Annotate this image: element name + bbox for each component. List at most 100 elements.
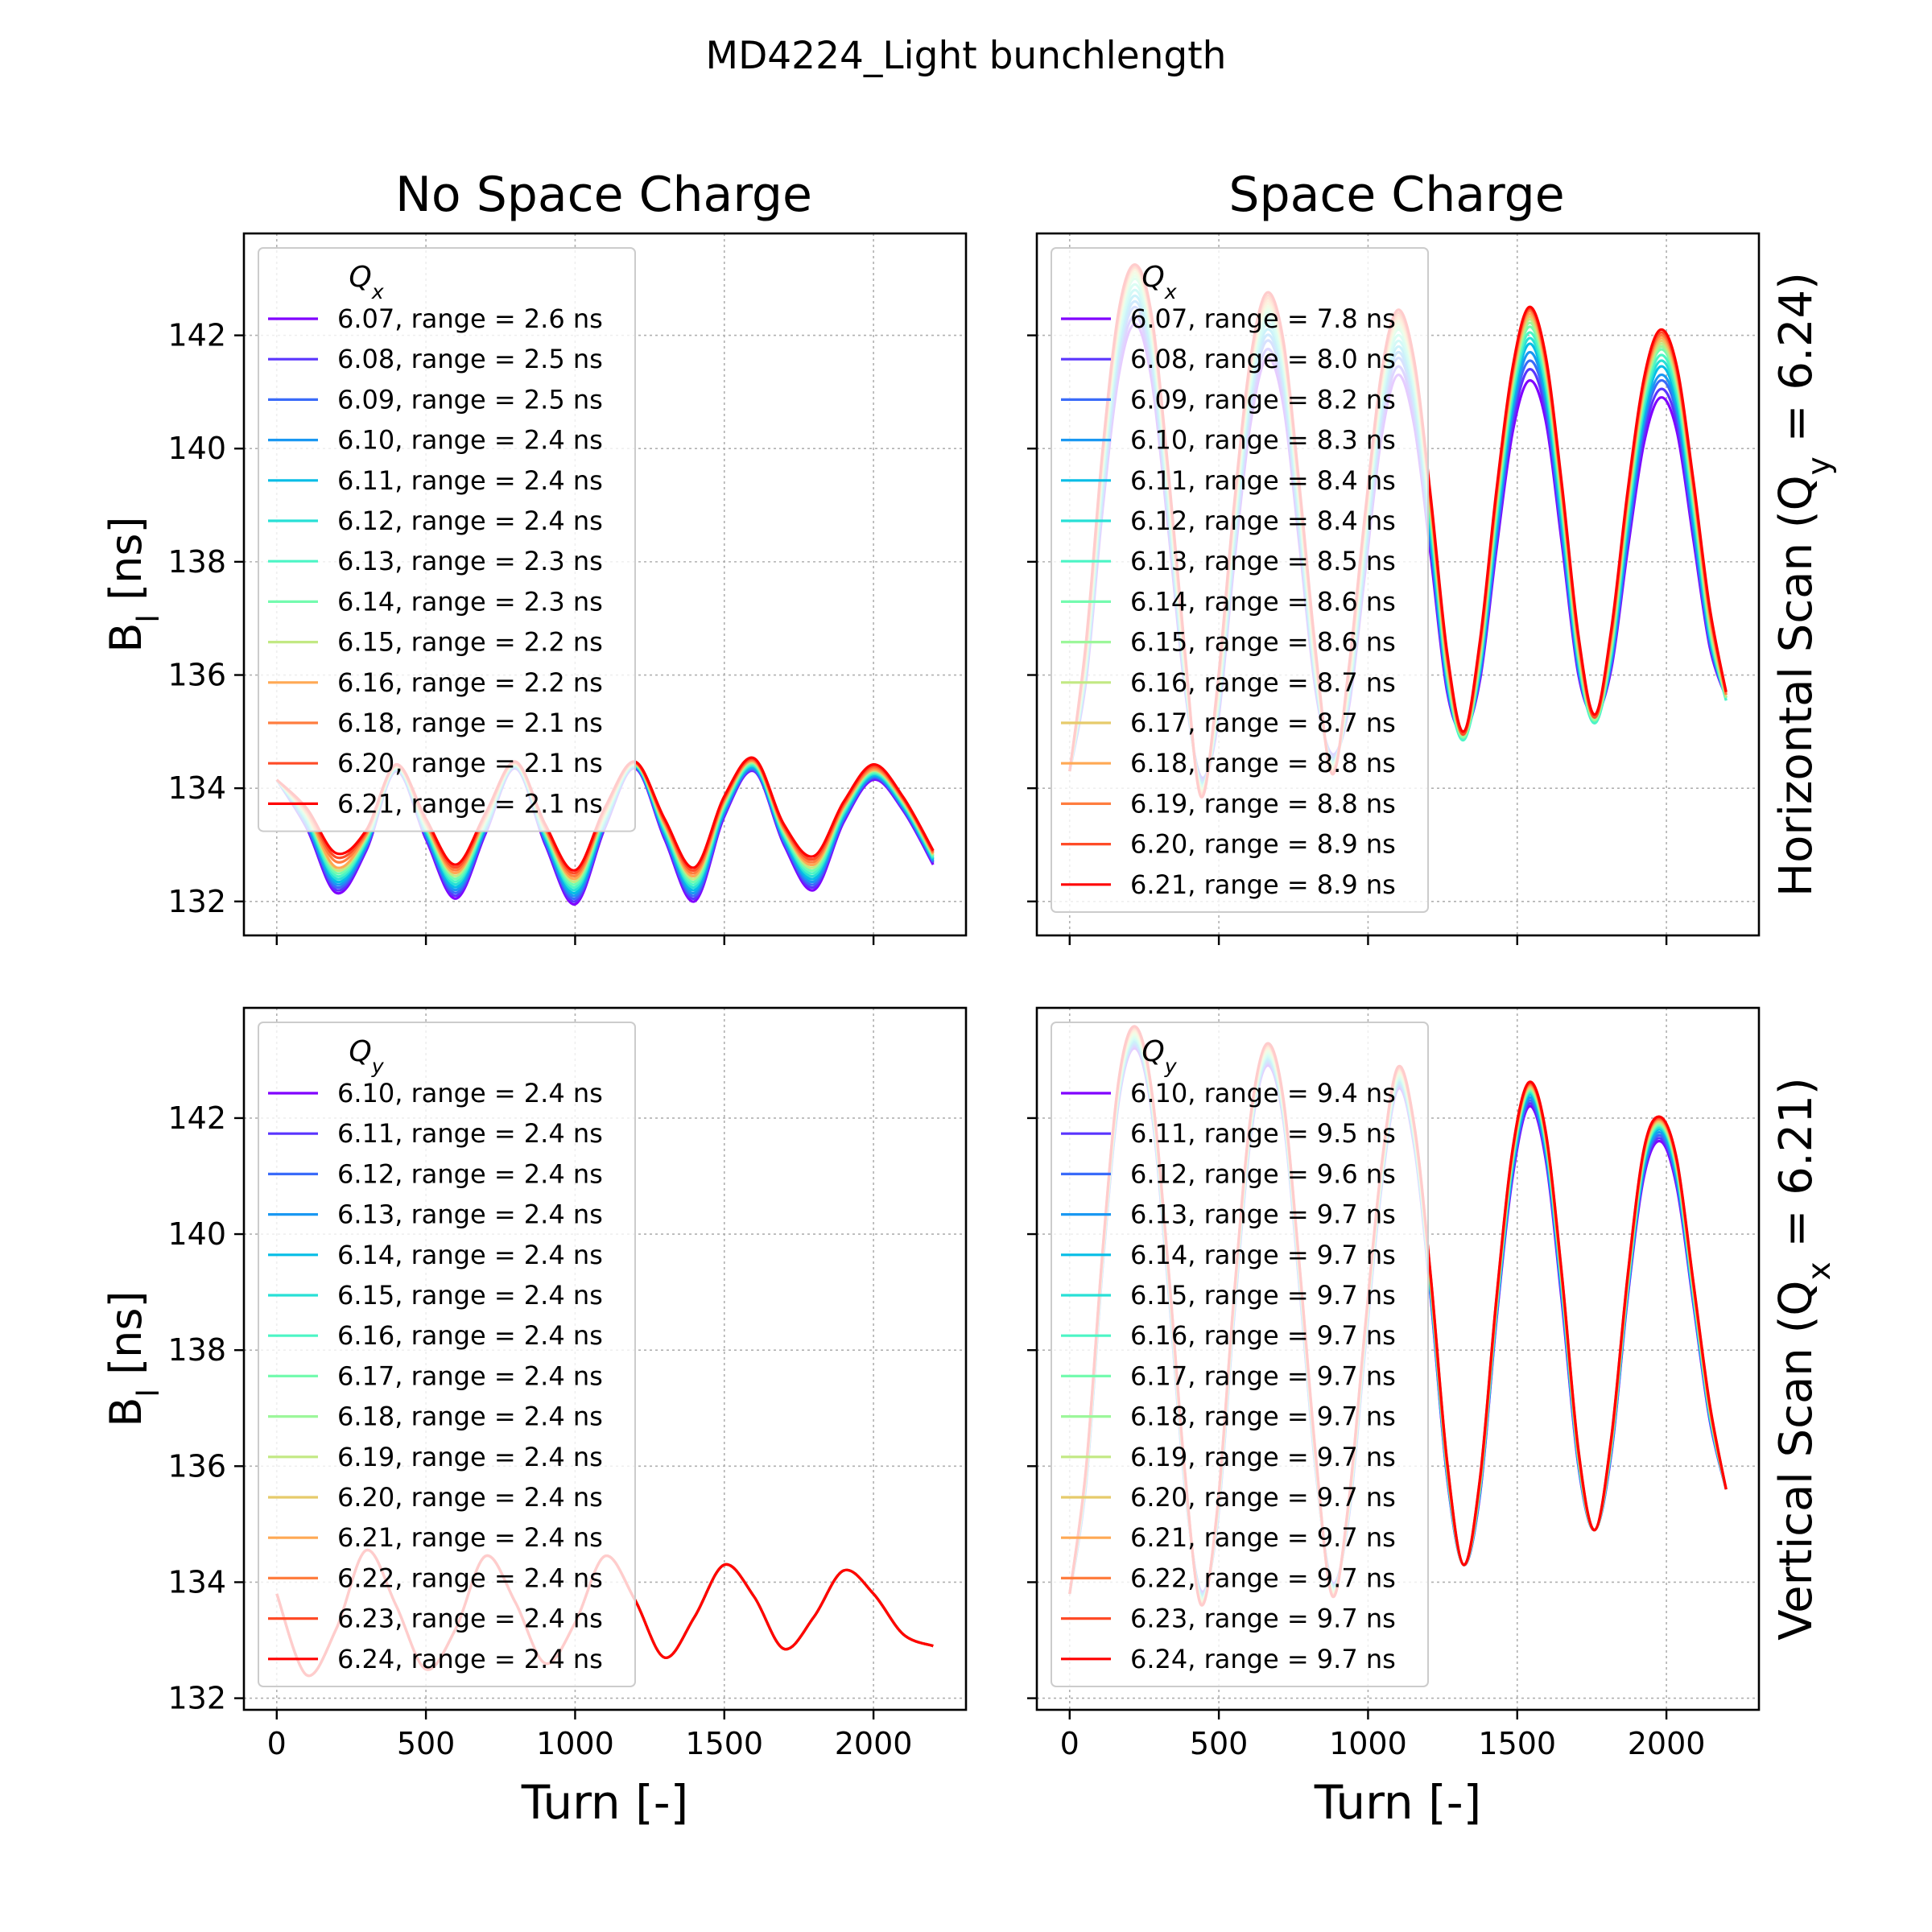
legend-entry: 6.16, range = 9.7 ns <box>1130 1320 1396 1351</box>
y-tick-label: 134 <box>167 770 226 806</box>
legend-entry: 6.07, range = 2.6 ns <box>337 303 603 334</box>
axes-frame <box>242 232 968 937</box>
legend-entry: 6.19, range = 8.8 ns <box>1130 788 1396 819</box>
legend-entry: 6.22, range = 9.7 ns <box>1130 1563 1396 1593</box>
legend: Qy6.10, range = 9.4 ns 6.11, range = 9.5 … <box>1051 1022 1429 1687</box>
legend-entry: 6.23, range = 9.7 ns <box>1130 1604 1396 1634</box>
legend-entry: 6.15, range = 8.6 ns <box>1130 627 1396 658</box>
legend-entry: 6.09, range = 8.2 ns <box>1130 384 1396 415</box>
legend-entry: 6.21, range = 9.7 ns <box>1130 1522 1396 1553</box>
row-labels: Horizontal Scan (Qy = 6.24) Vertical Scan… <box>1770 272 1838 1641</box>
legend-entry: 6.12, range = 8.4 ns <box>1130 506 1396 536</box>
legend-entry: 6.12, range = 2.4 ns <box>337 506 603 536</box>
legend-entry: 6.19, range = 9.7 ns <box>1130 1442 1396 1472</box>
x-tick-label: 1500 <box>685 1726 763 1761</box>
x-tick-label: 0 <box>1060 1726 1080 1761</box>
legend-entry: 6.10, range = 9.4 ns <box>1130 1078 1396 1108</box>
y-tick-label: 132 <box>167 884 226 919</box>
legend-entry: 6.10, range = 8.3 ns <box>1130 425 1396 456</box>
y-tick-label: 142 <box>167 1100 226 1136</box>
legend-title: Qx <box>1141 261 1177 303</box>
y-tick-label: 140 <box>167 431 226 466</box>
legend-entry: 6.14, range = 8.6 ns <box>1130 586 1396 617</box>
legend-entry: 6.24, range = 9.7 ns <box>1130 1644 1396 1674</box>
legend-entry: 6.14, range = 2.4 ns <box>337 1240 603 1270</box>
legend-entry: 6.11, range = 2.4 ns <box>337 465 603 496</box>
legend-entry: 6.22, range = 2.4 ns <box>337 1563 603 1593</box>
panel-1: 132 134 136 138 140 142 Bl [ns] Qx6.07, range =… <box>101 232 968 945</box>
x-axis-label: Turn [-] <box>1314 1775 1482 1830</box>
legend-entry: 6.10, range = 2.4 ns <box>337 1078 603 1108</box>
legend-entry: 6.11, range = 8.4 ns <box>1130 465 1396 496</box>
x-tick-label: 1000 <box>1329 1726 1407 1761</box>
legend-box <box>258 247 636 832</box>
x-tick-label: 2000 <box>1628 1726 1706 1761</box>
legend-entry: 6.15, range = 2.4 ns <box>337 1280 603 1311</box>
legend: Qx6.07, range = 7.8 ns 6.08, range = 8.0 … <box>1051 247 1429 913</box>
legend-title: Qx <box>349 261 384 303</box>
legend-entry: 6.23, range = 2.4 ns <box>337 1604 603 1634</box>
y-tick-label: 138 <box>167 1332 226 1368</box>
legend-entry: 6.13, range = 9.7 ns <box>1130 1199 1396 1230</box>
legend-entry: 6.20, range = 9.7 ns <box>1130 1482 1396 1513</box>
legend-entry: 6.09, range = 2.5 ns <box>337 384 603 415</box>
legend-entry: 6.21, range = 2.1 ns <box>337 788 603 819</box>
legend-entry: 6.16, range = 2.2 ns <box>337 667 603 698</box>
legend-entry: 6.18, range = 2.1 ns <box>337 708 603 738</box>
axes-frame <box>1035 232 1761 937</box>
x-tick-label: 2000 <box>835 1726 913 1761</box>
x-tick-label: 1500 <box>1478 1726 1556 1761</box>
row-label-horizontal-scan: Horizontal Scan (Qy = 6.24) <box>1770 272 1838 897</box>
legend-entry: 6.17, range = 9.7 ns <box>1130 1360 1396 1391</box>
panel-2: Qx6.07, range = 7.8 ns 6.08, range = 8.0 … <box>1027 232 1761 945</box>
legend-entry: 6.15, range = 9.7 ns <box>1130 1280 1396 1311</box>
legend-entry: 6.10, range = 2.4 ns <box>337 425 603 456</box>
legend: Qx6.07, range = 2.6 ns 6.08, range = 2.5 … <box>258 247 636 832</box>
legend: Qy6.10, range = 2.4 ns 6.11, range = 2.4 … <box>258 1022 636 1687</box>
legend-entry: 6.14, range = 2.3 ns <box>337 586 603 617</box>
legend-entry: 6.20, range = 8.9 ns <box>1130 829 1396 860</box>
legend-box <box>1051 1022 1429 1687</box>
legend-entry: 6.08, range = 2.5 ns <box>337 344 603 374</box>
x-tick-label: 500 <box>397 1726 456 1761</box>
legend-title: Qy <box>1141 1035 1177 1078</box>
y-tick-label: 136 <box>167 1448 226 1484</box>
legend-entry: 6.20, range = 2.4 ns <box>337 1482 603 1513</box>
panel-3: 132 134 136 138 140 142 0 500 1000 1500 2000 Bl [ns… <box>101 1006 968 1830</box>
axes-frame <box>242 1006 968 1711</box>
legend-title: Qy <box>349 1035 384 1078</box>
legend-entry: 6.16, range = 2.4 ns <box>337 1320 603 1351</box>
legend-box <box>258 1022 636 1687</box>
legend-entry: 6.11, range = 9.5 ns <box>1130 1118 1396 1149</box>
legend-entry: 6.19, range = 2.4 ns <box>337 1442 603 1472</box>
legend-entry: 6.12, range = 2.4 ns <box>337 1158 603 1189</box>
legend-entry: 6.18, range = 9.7 ns <box>1130 1402 1396 1432</box>
x-tick-label: 1000 <box>536 1726 614 1761</box>
y-tick-label: 132 <box>167 1681 226 1716</box>
legend-entry: 6.18, range = 8.8 ns <box>1130 748 1396 778</box>
legend-entry: 6.13, range = 2.4 ns <box>337 1199 603 1230</box>
legend-entry: 6.13, range = 8.5 ns <box>1130 546 1396 576</box>
legend-entry: 6.16, range = 8.7 ns <box>1130 667 1396 698</box>
legend-entry: 6.07, range = 7.8 ns <box>1130 303 1396 334</box>
legend-entry: 6.21, range = 8.9 ns <box>1130 869 1396 900</box>
legend-entry: 6.11, range = 2.4 ns <box>337 1118 603 1149</box>
y-tick-label: 142 <box>167 318 226 353</box>
y-tick-label: 136 <box>167 658 226 693</box>
panel-4: 0 500 1000 1500 2000 Turn [-] Qy6.10, range = … <box>1027 1006 1761 1830</box>
y-tick-label: 140 <box>167 1216 226 1252</box>
row-label-vertical-scan: Vertical Scan (Qx = 6.21) <box>1770 1077 1838 1641</box>
legend-entry: 6.24, range = 2.4 ns <box>337 1644 603 1674</box>
legend-entry: 6.13, range = 2.3 ns <box>337 546 603 576</box>
legend-box <box>1051 247 1429 913</box>
y-tick-label: 138 <box>167 544 226 580</box>
legend-entry: 6.08, range = 8.0 ns <box>1130 344 1396 374</box>
legend-entry: 6.20, range = 2.1 ns <box>337 748 603 778</box>
y-axis-label: Bl [ns] <box>101 1290 166 1426</box>
legend-entry: 6.12, range = 9.6 ns <box>1130 1158 1396 1189</box>
legend-entry: 6.18, range = 2.4 ns <box>337 1402 603 1432</box>
y-tick-label: 134 <box>167 1564 226 1600</box>
axes-frame <box>1035 1006 1761 1711</box>
